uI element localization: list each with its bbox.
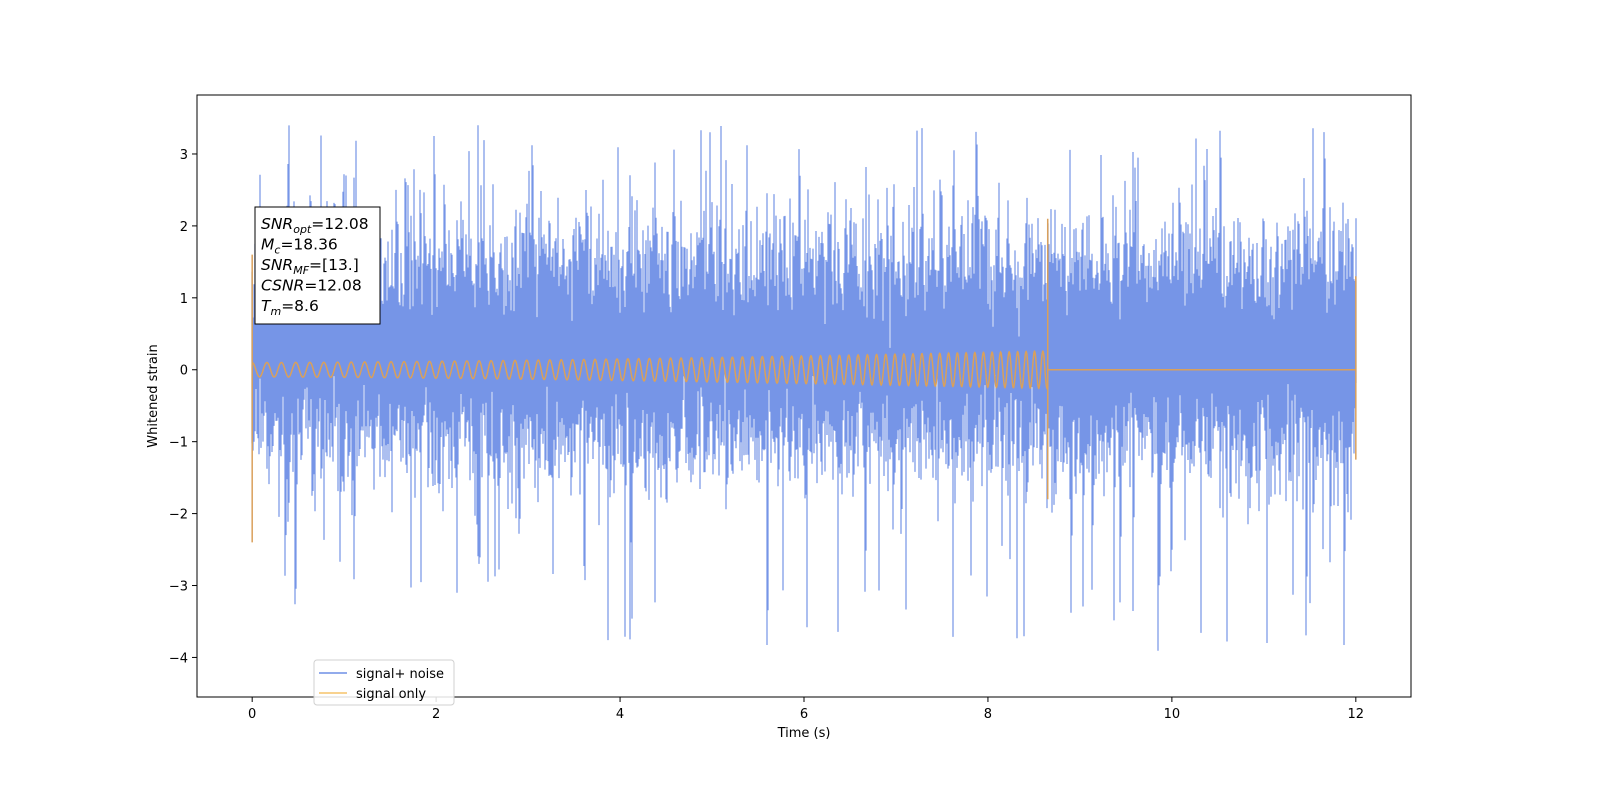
y-axis-label: Whitened strain — [146, 344, 161, 447]
annotation-line: SNRMF=[13.] — [261, 256, 359, 277]
y-tick-label: −2 — [169, 508, 188, 523]
legend: signal+ noise signal only — [313, 659, 455, 706]
annotation-line: CSNR=12.08 — [261, 277, 362, 295]
x-tick-label: 6 — [800, 707, 808, 722]
y-tick-label: −3 — [169, 580, 188, 595]
legend-label: signal only — [356, 687, 426, 702]
annotation-line: Mc=18.36 — [261, 236, 338, 257]
x-tick-label: 8 — [984, 707, 992, 722]
x-tick-label: 0 — [248, 707, 256, 722]
x-axis-label: Time (s) — [777, 726, 831, 741]
x-tick-label: 4 — [616, 707, 624, 722]
x-tick-label: 10 — [1164, 707, 1181, 722]
annotation-line: Tm=8.6 — [261, 297, 319, 318]
annotation-line: SNRopt=12.08 — [261, 215, 369, 236]
y-tick-label: −1 — [169, 436, 188, 451]
x-tick-label: 2 — [432, 707, 440, 722]
y-tick-label: −4 — [169, 651, 188, 666]
y-tick-label: 2 — [180, 220, 188, 235]
legend-frame — [313, 659, 455, 706]
series-signal-plus-noise — [251, 125, 1357, 651]
y-tick-label: 1 — [180, 292, 188, 307]
annotation-box: SNRopt=12.08Mc=18.36SNRMF=[13.]CSNR=12.0… — [254, 206, 381, 325]
series-signal-only — [252, 349, 1356, 390]
y-tick-label: 3 — [180, 148, 188, 163]
series-layer — [251, 125, 1357, 651]
x-tick-label: 12 — [1348, 707, 1365, 722]
legend-label: signal+ noise — [356, 667, 444, 682]
y-tick-label: 0 — [180, 364, 188, 379]
annotation-frame — [254, 206, 381, 325]
